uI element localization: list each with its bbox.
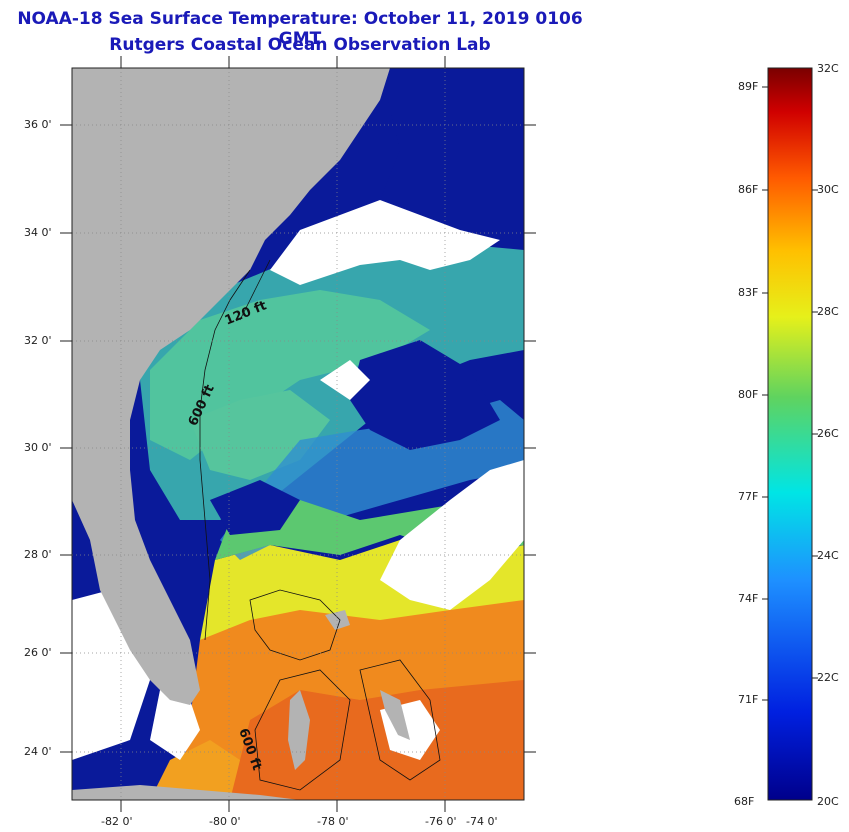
island-andros [288, 690, 310, 770]
lat-label-24: 24 0' [24, 745, 52, 758]
land-mass-cuba [72, 785, 300, 800]
contour-600ft [199, 269, 251, 641]
colorbar-f-71: 71F [738, 693, 759, 706]
colorbar-f-83: 83F [738, 286, 759, 299]
lat-label-26: 26 0' [24, 646, 52, 659]
colorbar-f-68: 68F [734, 795, 755, 808]
graticule [72, 68, 524, 800]
colorbar-c-22: 22C [817, 671, 839, 684]
lon-label-74: -74 0' [466, 815, 498, 828]
map-title: NOAA-18 Sea Surface Temperature: October… [17, 9, 583, 49]
colorbar-ticks [762, 86, 818, 701]
lon-label-76: -76 0' [425, 815, 457, 828]
lon-label-78: -78 0' [317, 815, 349, 828]
colorbar-c-30: 30C [817, 183, 839, 196]
map-subtitle: Rutgers Coastal Ocean Observation Lab [109, 35, 491, 55]
map-frame [71, 67, 525, 801]
colorbar-gradient [767, 67, 813, 801]
cloud-cover [270, 200, 500, 285]
lat-label-30: 30 0' [24, 441, 52, 454]
contour-120ft [239, 259, 271, 321]
colorbar-f-74: 74F [738, 592, 759, 605]
lat-label-32: 32 0' [24, 334, 52, 347]
colorbar-c-28: 28C [817, 305, 839, 318]
lat-label-34: 34 0' [24, 226, 52, 239]
colorbar-f-86: 86F [738, 183, 759, 196]
land-mass-us [72, 68, 390, 705]
map-image [72, 68, 524, 800]
colorbar-c-26: 26C [817, 427, 839, 440]
colorbar-f-89: 89F [738, 80, 759, 93]
lat-label-36: 36 0' [24, 118, 52, 131]
colorbar-c-20: 20C [817, 795, 839, 808]
colorbar-f-80: 80F [738, 388, 759, 401]
colorbar-f-77: 77F [738, 490, 759, 503]
colorbar-c-32: 32C [817, 62, 839, 75]
colorbar-c-24: 24C [817, 549, 839, 562]
axis-ticks [60, 56, 536, 812]
lat-label-28: 28 0' [24, 548, 52, 561]
lon-label-82: -82 0' [101, 815, 133, 828]
lon-label-80: -80 0' [209, 815, 241, 828]
